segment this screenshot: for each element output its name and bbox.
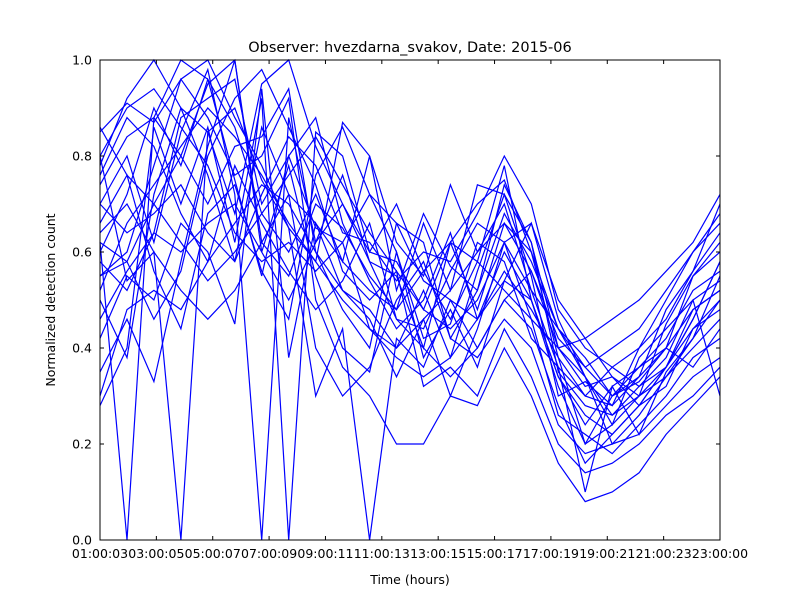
x-axis-label: Time (hours) — [369, 572, 449, 587]
y-tick-label: 0.4 — [72, 341, 92, 356]
series-line-16 — [99, 68, 721, 474]
series-line-21 — [99, 183, 721, 417]
x-tick-label: 17:00:19 — [523, 546, 579, 561]
x-tick-label: 19:00:21 — [579, 546, 635, 561]
series-line-4 — [99, 59, 721, 541]
plot-area — [100, 60, 720, 540]
series-line-7 — [99, 98, 721, 541]
y-tick-label: 0.8 — [72, 149, 92, 164]
series-line-3 — [99, 58, 721, 445]
series-line-17 — [99, 77, 721, 503]
x-tick-label: 23:00:00 — [692, 546, 748, 561]
series-line-6 — [99, 67, 721, 541]
series-line-12 — [99, 78, 721, 426]
series-line-18 — [99, 135, 721, 368]
y-tick-label: 0.6 — [72, 245, 92, 260]
plot-frame — [99, 59, 721, 541]
x-tick-label: 05:00:07 — [185, 546, 241, 561]
x-tick-label: 13:00:15 — [410, 546, 466, 561]
series-line-19 — [99, 87, 721, 407]
x-tick-label: 21:00:23 — [636, 546, 692, 561]
x-tick-label: 03:00:05 — [128, 546, 184, 561]
axis-ticks: 01:00:03 03:00:05 05:00:07 07:00:09 09:00:11… — [72, 53, 748, 562]
series-line-14 — [99, 106, 721, 455]
series-line-11 — [99, 87, 721, 397]
series-line-24 — [99, 193, 721, 349]
series-line-1 — [99, 59, 721, 397]
x-tick-label: 07:00:09 — [241, 546, 297, 561]
chart-title: Observer: hvezdarna_svakov, Date: 2015-0… — [248, 40, 572, 56]
series-line-13 — [99, 125, 721, 446]
x-tick-label: 11:00:13 — [354, 546, 410, 561]
x-tick-label: 01:00:03 — [72, 546, 128, 561]
series-line-10 — [99, 88, 721, 455]
y-tick-label: 0.0 — [72, 533, 92, 548]
series-lines — [99, 58, 721, 541]
x-tick-label: 15:00:17 — [466, 546, 522, 561]
series-line-23 — [99, 107, 721, 436]
series-line-15 — [99, 116, 721, 397]
y-axis-label: Normalized detection count — [43, 213, 58, 386]
x-tick-label: 09:00:11 — [297, 546, 353, 561]
y-tick-label: 1.0 — [72, 53, 92, 68]
y-tick-label: 0.2 — [72, 437, 92, 452]
